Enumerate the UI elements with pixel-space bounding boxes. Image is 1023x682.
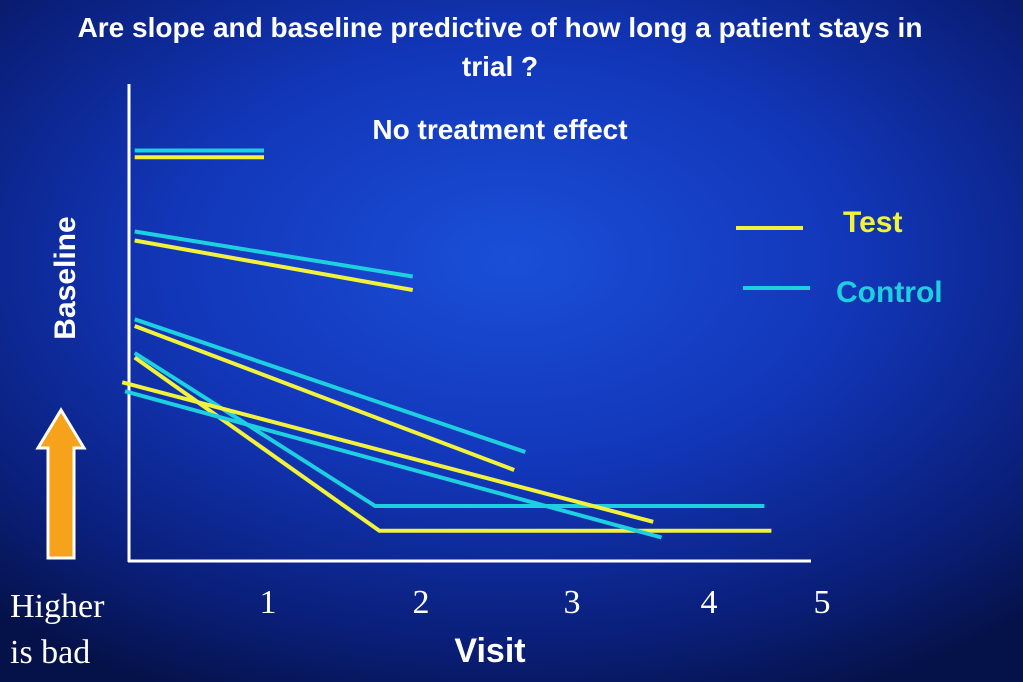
note-line-2: is bad (10, 634, 91, 671)
y-axis-label: Baseline (49, 216, 82, 340)
chart-subtitle: No treatment effect (372, 114, 628, 145)
legend-label-control: Control (836, 276, 943, 309)
control-series-line-10 (124, 389, 663, 540)
x-tick-label: 2 (412, 584, 430, 621)
x-axis-label: Visit (454, 632, 526, 670)
test-series-line-5 (133, 324, 515, 472)
legend-label-test: Test (843, 206, 903, 239)
control-series-line-6 (134, 317, 526, 454)
control-series-line-8 (133, 351, 765, 508)
control-series-line-4 (134, 229, 414, 279)
x-tick-label: 4 (700, 584, 718, 621)
x-tick-label: 3 (563, 584, 581, 621)
up-arrow-icon (35, 407, 87, 560)
x-tick-label: 5 (813, 584, 831, 621)
x-tick-label: 1 (259, 584, 277, 621)
test-series-line-9 (121, 380, 654, 524)
note-line-1: Higher (10, 588, 105, 625)
test-series-line-3 (134, 238, 414, 292)
higher-is-bad-note: Higher is bad (10, 584, 104, 676)
chart-title: Are slope and baseline predictive of how… (77, 12, 923, 82)
